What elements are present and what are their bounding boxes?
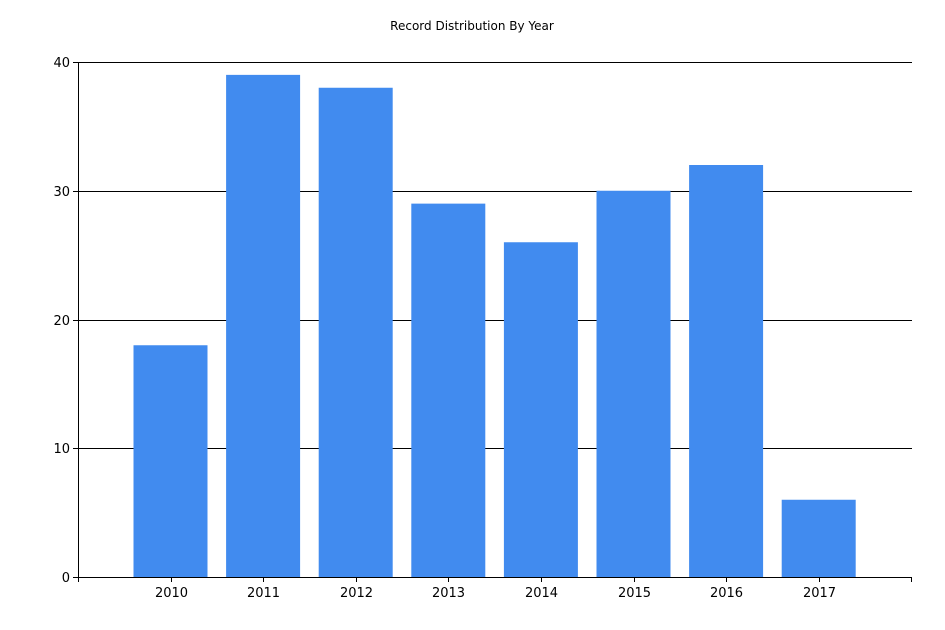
bar-2010 bbox=[133, 345, 208, 577]
x-tick-label: 2015 bbox=[618, 586, 651, 601]
y-tick-label: 0 bbox=[62, 571, 70, 586]
y-tick-label: 30 bbox=[53, 185, 70, 200]
y-tick-label: 40 bbox=[53, 56, 70, 71]
bar-2015 bbox=[596, 190, 671, 577]
x-tick-label: 2010 bbox=[155, 586, 188, 601]
x-tick-label: 2014 bbox=[525, 586, 558, 601]
x-tick-label: 2013 bbox=[432, 586, 465, 601]
bar-2017 bbox=[781, 499, 856, 577]
chart-title: Record Distribution By Year bbox=[390, 19, 554, 33]
bar-2014 bbox=[503, 242, 578, 577]
x-tick-labels: 2010 2011 2012 2013 2014 2015 2016 2017 bbox=[155, 586, 836, 601]
y-tick-labels: 0 10 20 30 40 bbox=[53, 56, 70, 586]
y-tick-label: 10 bbox=[53, 442, 70, 457]
bar-2011 bbox=[226, 74, 301, 577]
bar-2012 bbox=[318, 87, 393, 577]
y-tick-label: 20 bbox=[53, 314, 70, 329]
axes bbox=[73, 62, 912, 582]
x-tick-label: 2016 bbox=[710, 586, 743, 601]
bar-2013 bbox=[411, 203, 486, 577]
bar-2016 bbox=[689, 165, 764, 577]
bars bbox=[133, 74, 856, 577]
x-tick-label: 2017 bbox=[803, 586, 836, 601]
grid-lines bbox=[78, 62, 912, 449]
x-tick-label: 2012 bbox=[340, 586, 373, 601]
x-tick-label: 2011 bbox=[247, 586, 280, 601]
